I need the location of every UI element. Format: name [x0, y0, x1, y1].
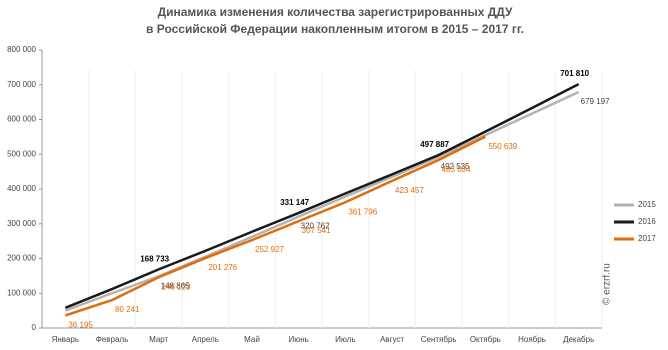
data-label: 331 147 — [280, 198, 309, 207]
data-label: 252 927 — [255, 245, 284, 254]
chart-subtitle: в Российской Федерации накопленным итого… — [146, 22, 524, 36]
x-tick-label: Ноябрь — [518, 335, 546, 344]
data-label: 201 276 — [208, 263, 237, 272]
y-tick-label: 800 000 — [7, 45, 36, 54]
y-tick-label: 600 000 — [7, 115, 36, 124]
y-tick-label: 500 000 — [7, 149, 36, 158]
data-label: 320 762 — [301, 222, 330, 231]
data-label: 483 634 — [442, 165, 471, 174]
data-label: 168 733 — [140, 254, 169, 263]
series-line — [64, 135, 486, 317]
data-label: 361 796 — [348, 207, 377, 216]
data-label: 423 457 — [395, 186, 424, 195]
series-line — [64, 83, 580, 310]
legend-label: 2016 — [638, 217, 656, 226]
y-tick-label: 0 — [32, 323, 37, 332]
data-label: 146 123 — [162, 282, 191, 291]
x-tick-label: Декабрь — [563, 335, 594, 344]
data-label: 701 810 — [560, 69, 589, 78]
data-label: 492 535 — [441, 162, 470, 171]
watermark: © erzrf.ru — [602, 263, 613, 305]
data-label: 307 541 — [302, 226, 331, 235]
x-tick-label: Январь — [52, 335, 79, 344]
data-label: 148 865 — [161, 281, 190, 290]
legend-label: 2017 — [638, 234, 656, 243]
x-tick-label: Февраль — [96, 335, 129, 344]
x-tick-label: Август — [380, 335, 404, 344]
data-label: 80 241 — [115, 305, 140, 314]
x-tick-label: Апрель — [192, 335, 219, 344]
data-label: 36 195 — [68, 321, 93, 330]
y-tick-label: 300 000 — [7, 219, 36, 228]
x-tick-label: Октябрь — [470, 335, 501, 344]
y-tick-label: 200 000 — [7, 254, 36, 263]
y-tick-label: 700 000 — [7, 80, 36, 89]
chart-title: Динамика изменения количества зарегистри… — [158, 5, 513, 19]
x-tick-label: Июнь — [288, 335, 308, 344]
x-tick-label: Сентябрь — [421, 335, 457, 344]
x-tick-label: Июль — [335, 335, 355, 344]
data-label: 550 639 — [488, 142, 517, 151]
legend-label: 2015 — [638, 200, 656, 209]
series-line — [64, 90, 580, 312]
data-label: 497 887 — [420, 140, 449, 149]
y-tick-label: 400 000 — [7, 184, 36, 193]
data-label: 679 197 — [581, 97, 610, 106]
x-tick-label: Март — [149, 335, 168, 344]
x-tick-label: Май — [244, 335, 260, 344]
y-tick-label: 100 000 — [7, 288, 36, 297]
